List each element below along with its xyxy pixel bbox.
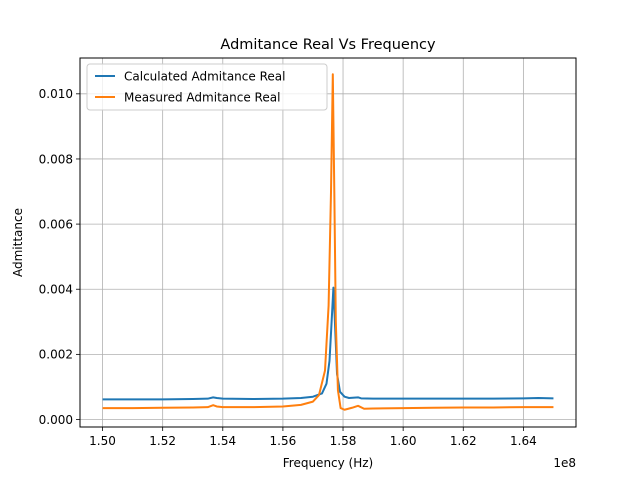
legend: Calculated Admitance Real Measured Admit… [86, 63, 328, 111]
x-tick-label: 1.64 [510, 434, 537, 448]
series-line-calculated [102, 286, 554, 401]
legend-label-calculated: Calculated Admitance Real [124, 69, 285, 83]
x-tick-label: 1.54 [209, 434, 236, 448]
y-axis-label: Admittance [11, 208, 25, 277]
x-tick-label: 1.52 [149, 434, 176, 448]
y-tick-label: 0.010 [39, 87, 73, 101]
y-tick-label: 0.000 [39, 413, 73, 427]
x-axis-offset-label: 1e8 [553, 456, 576, 470]
y-tick-label: 0.004 [39, 283, 73, 297]
axis-ticks: 1.50 1.52 1.54 1.56 1.58 1.60 1.62 1.64 0.000 0.0… [39, 87, 537, 448]
x-tick-label: 1.58 [330, 434, 357, 448]
x-tick-label: 1.50 [89, 434, 116, 448]
x-tick-label: 1.60 [390, 434, 417, 448]
plot-frame [79, 57, 577, 428]
chart-title: Admitance Real Vs Frequency [220, 37, 436, 53]
y-tick-label: 0.002 [39, 348, 73, 362]
y-tick-label: 0.008 [39, 152, 73, 166]
x-tick-label: 1.62 [450, 434, 477, 448]
legend-box [86, 63, 328, 111]
series-layer [102, 73, 554, 411]
y-tick-label: 0.006 [39, 217, 73, 231]
series-line-measured [102, 73, 554, 411]
x-tick-label: 1.56 [270, 434, 297, 448]
legend-label-measured: Measured Admitance Real [124, 90, 280, 104]
x-axis-label: Frequency (Hz) [283, 456, 374, 470]
